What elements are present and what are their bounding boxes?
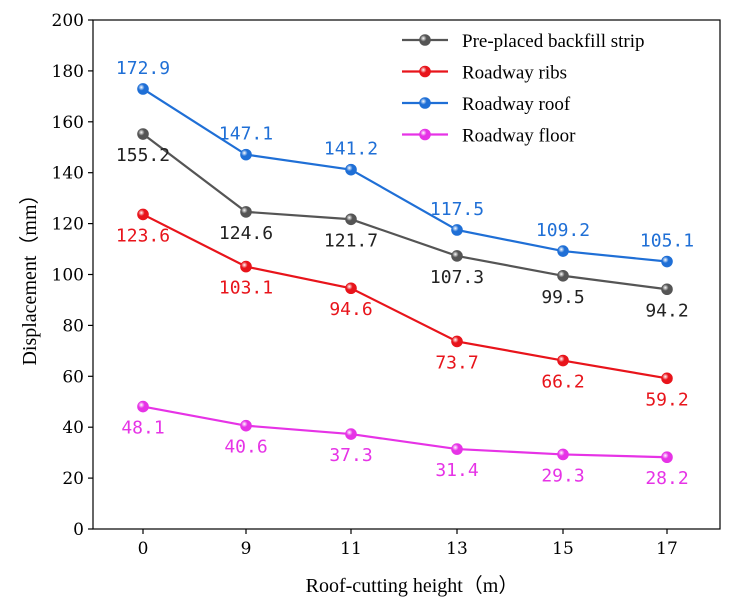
data-label: 124.6 [219, 223, 273, 244]
legend: Pre-placed backfill strip Roadway ribs Roa… [402, 31, 645, 147]
y-tick-label: 40 [62, 418, 84, 438]
legend-label: Roadway roof [462, 94, 571, 115]
data-point [451, 224, 463, 236]
data-point [451, 443, 463, 455]
legend-item: Roadway ribs [402, 63, 567, 84]
data-point [137, 128, 149, 140]
data-point [661, 283, 673, 296]
series-roadway-ribs [137, 208, 673, 385]
x-tick-label: 17 [656, 539, 678, 559]
data-label: 123.6 [116, 225, 170, 246]
data-label: 31.4 [435, 460, 478, 481]
data-point [557, 245, 569, 257]
data-point [240, 206, 252, 218]
data-point [661, 255, 673, 268]
data-label: 37.3 [329, 445, 372, 466]
series-line [142, 133, 668, 291]
legend-marker [419, 128, 431, 141]
data-label: 155.2 [116, 145, 170, 166]
data-label: 94.6 [329, 299, 372, 320]
data-label: 105.1 [640, 231, 694, 252]
data-label: 66.2 [541, 372, 584, 393]
legend-label: Pre-placed backfill strip [462, 31, 645, 52]
data-point [557, 448, 569, 461]
data-point [240, 148, 252, 161]
data-point [240, 419, 252, 432]
x-tick-label: 15 [552, 539, 574, 559]
data-label: 121.7 [324, 230, 378, 251]
y-tick-label: 120 [52, 215, 84, 235]
legend-marker [419, 34, 431, 46]
data-point [345, 282, 357, 295]
data-point [661, 451, 673, 464]
data-label: 109.2 [536, 220, 590, 241]
x-tick-label: 0 [138, 539, 149, 559]
x-tick-label: 9 [241, 539, 252, 559]
data-label: 172.9 [116, 58, 170, 79]
data-point [557, 354, 569, 367]
data-point [137, 83, 149, 95]
data-label: 28.2 [645, 468, 688, 489]
legend-marker [419, 97, 431, 109]
plot-frame [92, 19, 721, 530]
data-label: 40.6 [224, 437, 267, 458]
data-point [345, 213, 357, 226]
data-label: 99.5 [541, 287, 584, 308]
legend-label: Roadway ribs [462, 63, 567, 84]
data-label: 147.1 [219, 124, 273, 145]
data-point [557, 269, 569, 282]
series-line [142, 405, 668, 459]
data-label: 117.5 [430, 199, 484, 220]
series-roadway-roof [137, 83, 673, 268]
x-tick-label: 13 [446, 539, 468, 559]
y-tick-label: 160 [52, 113, 84, 133]
data-point [451, 335, 463, 348]
y-tick-label: 80 [62, 316, 84, 336]
data-label: 59.2 [645, 389, 688, 410]
data-point [451, 250, 463, 262]
series-line [142, 88, 668, 263]
data-label: 29.3 [541, 465, 584, 486]
y-tick-label: 140 [52, 164, 84, 184]
series-pre-placed-backfill-strip [137, 128, 673, 296]
x-tick-label: 11 [340, 539, 362, 559]
axis-titles: Roof-cutting height（m） Displacement（mm） [18, 184, 518, 597]
series-line [142, 213, 668, 380]
plot-area: 0 20 40 60 80 100 120 140 160 180 200 0 9 11 13 15 17 [52, 11, 721, 559]
data-label: 94.2 [645, 300, 688, 321]
x-axis-title: Roof-cutting height（m） [306, 574, 519, 597]
y-tick-label: 100 [52, 266, 84, 286]
legend-label: Roadway floor [462, 126, 576, 147]
y-axis-title: Displacement（mm） [18, 184, 41, 365]
series-layer [137, 83, 673, 464]
y-tick-label: 0 [73, 520, 84, 540]
data-point [137, 208, 149, 221]
series-roadway-floor [137, 400, 673, 464]
legend-item: Roadway floor [402, 126, 576, 147]
y-tick-label: 200 [52, 11, 84, 31]
y-tick-label: 60 [62, 367, 84, 387]
data-label: 141.2 [324, 139, 378, 160]
data-point [137, 400, 149, 413]
y-tick-label: 180 [52, 62, 84, 82]
data-point [661, 372, 673, 385]
legend-item: Roadway roof [402, 94, 571, 115]
data-label: 48.1 [121, 418, 164, 439]
data-point [240, 260, 252, 273]
legend-marker [419, 65, 431, 78]
data-point [345, 163, 357, 176]
y-tick-label: 20 [62, 469, 84, 489]
data-label: 107.3 [430, 267, 484, 288]
legend-item: Pre-placed backfill strip [402, 31, 645, 52]
data-point [345, 428, 357, 440]
data-label: 73.7 [435, 352, 478, 373]
data-labels-layer: 155.2 124.6 121.7 107.3 99.5 94.2 123.6 103.1 94… [116, 58, 694, 489]
data-label: 103.1 [219, 278, 273, 299]
